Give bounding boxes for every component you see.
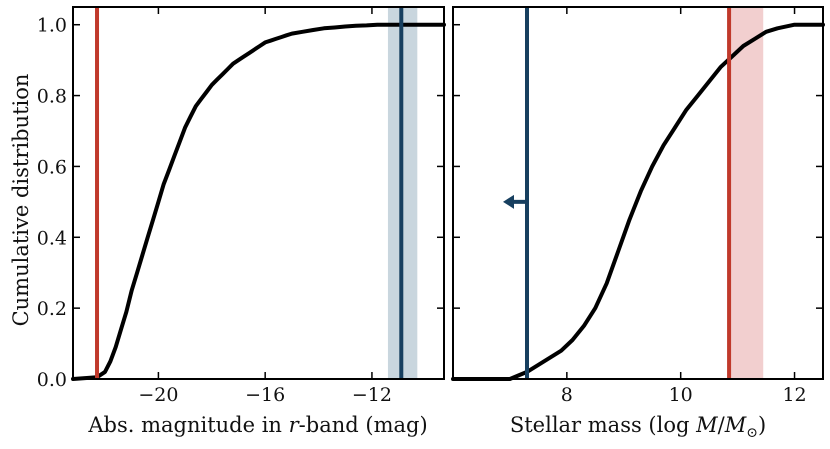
left-x-axis-label: Abs. magnitude in r-band (mag) bbox=[87, 413, 427, 437]
y-tick-label: 0.8 bbox=[37, 86, 67, 108]
right-shaded-band bbox=[729, 7, 764, 379]
y-tick-label: 0.2 bbox=[37, 298, 67, 320]
right-x-tick-label: 10 bbox=[669, 384, 693, 406]
right-cumulative-curve bbox=[451, 22, 825, 381]
left-panel: −20 −16 −12 0.0 0.2 0.4 0.6 0.8 1.0 bbox=[37, 6, 446, 406]
right-x-tick-label: 12 bbox=[782, 384, 806, 406]
y-tick-label: 0.6 bbox=[37, 156, 67, 178]
y-tick-label: 0.0 bbox=[37, 369, 67, 391]
y-tick-label: 1.0 bbox=[37, 15, 67, 37]
left-x-tick-label: −20 bbox=[138, 384, 178, 406]
right-panel: 8 10 12 bbox=[451, 6, 825, 406]
y-tick-label: 0.4 bbox=[37, 227, 67, 249]
left-x-tick-label: −12 bbox=[352, 384, 392, 406]
right-arrow-head bbox=[503, 194, 514, 209]
right-x-axis-label: Stellar mass (log M/M⊙) bbox=[510, 413, 766, 441]
y-axis-label: Cumulative distribution bbox=[9, 74, 33, 327]
left-cumulative-curve bbox=[71, 22, 446, 381]
right-x-tick-label: 8 bbox=[561, 384, 573, 406]
left-x-tick-label: −16 bbox=[245, 384, 285, 406]
left-axes-frame bbox=[72, 6, 445, 380]
right-axes-frame bbox=[452, 6, 824, 380]
